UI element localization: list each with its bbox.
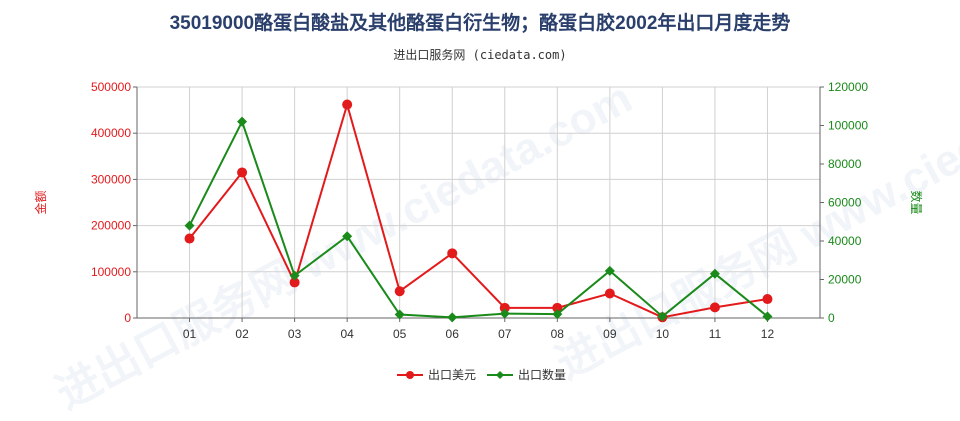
legend: 出口美元 出口数量 bbox=[397, 367, 566, 382]
data-point-quantity bbox=[709, 268, 720, 279]
y-left-tick-label: 100000 bbox=[91, 265, 131, 279]
data-point-value bbox=[552, 302, 563, 313]
y-left-tick-label: 0 bbox=[124, 311, 131, 325]
legend-marker-2 bbox=[496, 371, 504, 379]
y-left-tick-label: 300000 bbox=[91, 172, 131, 186]
y-right-tick-label: 20000 bbox=[828, 273, 862, 287]
y-right-tick-label: 40000 bbox=[828, 234, 862, 248]
data-point-value bbox=[447, 248, 458, 259]
data-point-quantity bbox=[657, 311, 668, 322]
x-tick-label: 12 bbox=[761, 327, 775, 341]
data-point-value bbox=[394, 286, 405, 297]
y-right-tick-label: 0 bbox=[828, 311, 835, 325]
data-point-value bbox=[499, 302, 510, 313]
data-point-quantity bbox=[499, 308, 510, 319]
data-point-value bbox=[342, 99, 353, 110]
chart-subtitle: 进出口服务网 (ciedata.com) bbox=[393, 48, 567, 62]
series-line-2 bbox=[188, 119, 769, 319]
data-point-quantity bbox=[762, 311, 773, 322]
series-layer bbox=[184, 99, 773, 323]
data-point-value bbox=[237, 167, 248, 178]
y-left-axis-title: 金额 bbox=[33, 190, 48, 214]
x-tick-label: 10 bbox=[656, 327, 670, 341]
data-point-value bbox=[709, 302, 720, 313]
data-point-quantity bbox=[237, 116, 248, 127]
y-left-tick-label: 400000 bbox=[91, 126, 131, 140]
data-point-value bbox=[604, 288, 615, 299]
data-point-quantity bbox=[552, 309, 563, 320]
legend-label-1: 出口美元 bbox=[428, 368, 476, 382]
data-point-quantity bbox=[342, 231, 353, 242]
x-tick-label: 01 bbox=[183, 327, 197, 341]
data-point-value bbox=[762, 294, 773, 305]
chart-canvas: 0 100000 200000 300000 400000 500000 0 20000 400… bbox=[33, 80, 924, 382]
data-point-quantity bbox=[184, 220, 195, 231]
x-tick-label: 08 bbox=[551, 327, 565, 341]
axes: 0 100000 200000 300000 400000 500000 0 20000 400… bbox=[33, 80, 924, 341]
x-tick-label: 06 bbox=[446, 327, 460, 341]
x-tick-label: 04 bbox=[340, 327, 354, 341]
data-point-quantity bbox=[604, 265, 615, 276]
x-tick-label: 11 bbox=[709, 327, 722, 341]
x-tick-label: 02 bbox=[235, 327, 249, 341]
data-point-quantity bbox=[447, 312, 458, 323]
x-tick-label: 03 bbox=[288, 327, 302, 341]
y-right-tick-label: 100000 bbox=[828, 119, 868, 133]
x-tick-label: 07 bbox=[498, 327, 512, 341]
data-point-quantity bbox=[394, 309, 405, 320]
legend-label-2: 出口数量 bbox=[518, 367, 566, 382]
x-tick-label: 05 bbox=[393, 327, 407, 341]
y-left-tick-label: 200000 bbox=[91, 219, 131, 233]
y-right-tick-label: 60000 bbox=[828, 196, 862, 210]
y-right-tick-label: 120000 bbox=[828, 80, 868, 94]
y-left-tick-label: 500000 bbox=[91, 80, 131, 94]
legend-marker-1 bbox=[406, 371, 414, 379]
series-line-1 bbox=[188, 100, 768, 319]
chart-title: 35019000酪蛋白酸盐及其他酪蛋白衍生物；酪蛋白胶2002年出口月度走势 bbox=[169, 13, 791, 34]
data-point-value bbox=[289, 277, 300, 288]
x-tick-label: 09 bbox=[603, 327, 617, 341]
y-right-tick-label: 80000 bbox=[828, 157, 862, 171]
data-point-quantity bbox=[289, 270, 300, 281]
y-right-axis-title: 数量 bbox=[909, 190, 924, 214]
data-point-value bbox=[184, 233, 195, 244]
